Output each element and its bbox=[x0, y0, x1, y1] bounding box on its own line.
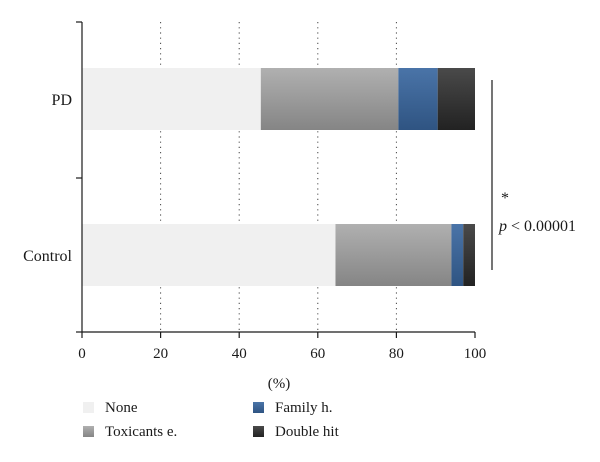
legend-swatch-family-h bbox=[253, 402, 264, 413]
bar-pd-family-h bbox=[398, 68, 438, 130]
bar-pd-double-hit bbox=[437, 68, 475, 130]
x-tick-label-20: 20 bbox=[153, 346, 168, 362]
legend-label-double-hit: Double hit bbox=[275, 424, 340, 440]
x-axis-title: (%) bbox=[268, 376, 291, 392]
axes: PD Control 0 20 40 60 80 100 bbox=[23, 21, 487, 362]
legend-label-toxicants-e: Toxicants e. bbox=[105, 424, 177, 440]
bar-control-family-h bbox=[451, 224, 464, 286]
legend-label-family-h: Family h. bbox=[275, 400, 333, 416]
x-tick-label-60: 60 bbox=[310, 346, 325, 362]
bar-control-double-hit bbox=[463, 224, 475, 286]
bar-control-none bbox=[82, 224, 336, 286]
bars bbox=[82, 68, 475, 286]
p-value: < 0.00001 bbox=[507, 218, 576, 235]
bar-control-toxicants-e bbox=[335, 224, 452, 286]
x-tick-label-0: 0 bbox=[78, 346, 86, 362]
p-value-text: p < 0.00001 bbox=[498, 218, 576, 235]
x-tick-label-100: 100 bbox=[464, 346, 487, 362]
legend-swatch-toxicants-e bbox=[83, 426, 94, 437]
legend-swatch-double-hit bbox=[253, 426, 264, 437]
bar-pd-none bbox=[82, 68, 261, 130]
x-tick-label-80: 80 bbox=[389, 346, 404, 362]
category-label-pd: PD bbox=[52, 92, 72, 109]
category-label-control: Control bbox=[23, 248, 72, 265]
legend-label-none: None bbox=[105, 400, 138, 416]
x-tick-label-40: 40 bbox=[232, 346, 247, 362]
legend: None Toxicants e. Family h. Double hit bbox=[83, 400, 340, 440]
bar-pd-toxicants-e bbox=[260, 68, 399, 130]
legend-swatch-none bbox=[83, 402, 94, 413]
significance-star: * bbox=[501, 190, 509, 207]
p-symbol: p bbox=[498, 218, 507, 235]
significance-annotation: * p < 0.00001 bbox=[491, 80, 576, 270]
